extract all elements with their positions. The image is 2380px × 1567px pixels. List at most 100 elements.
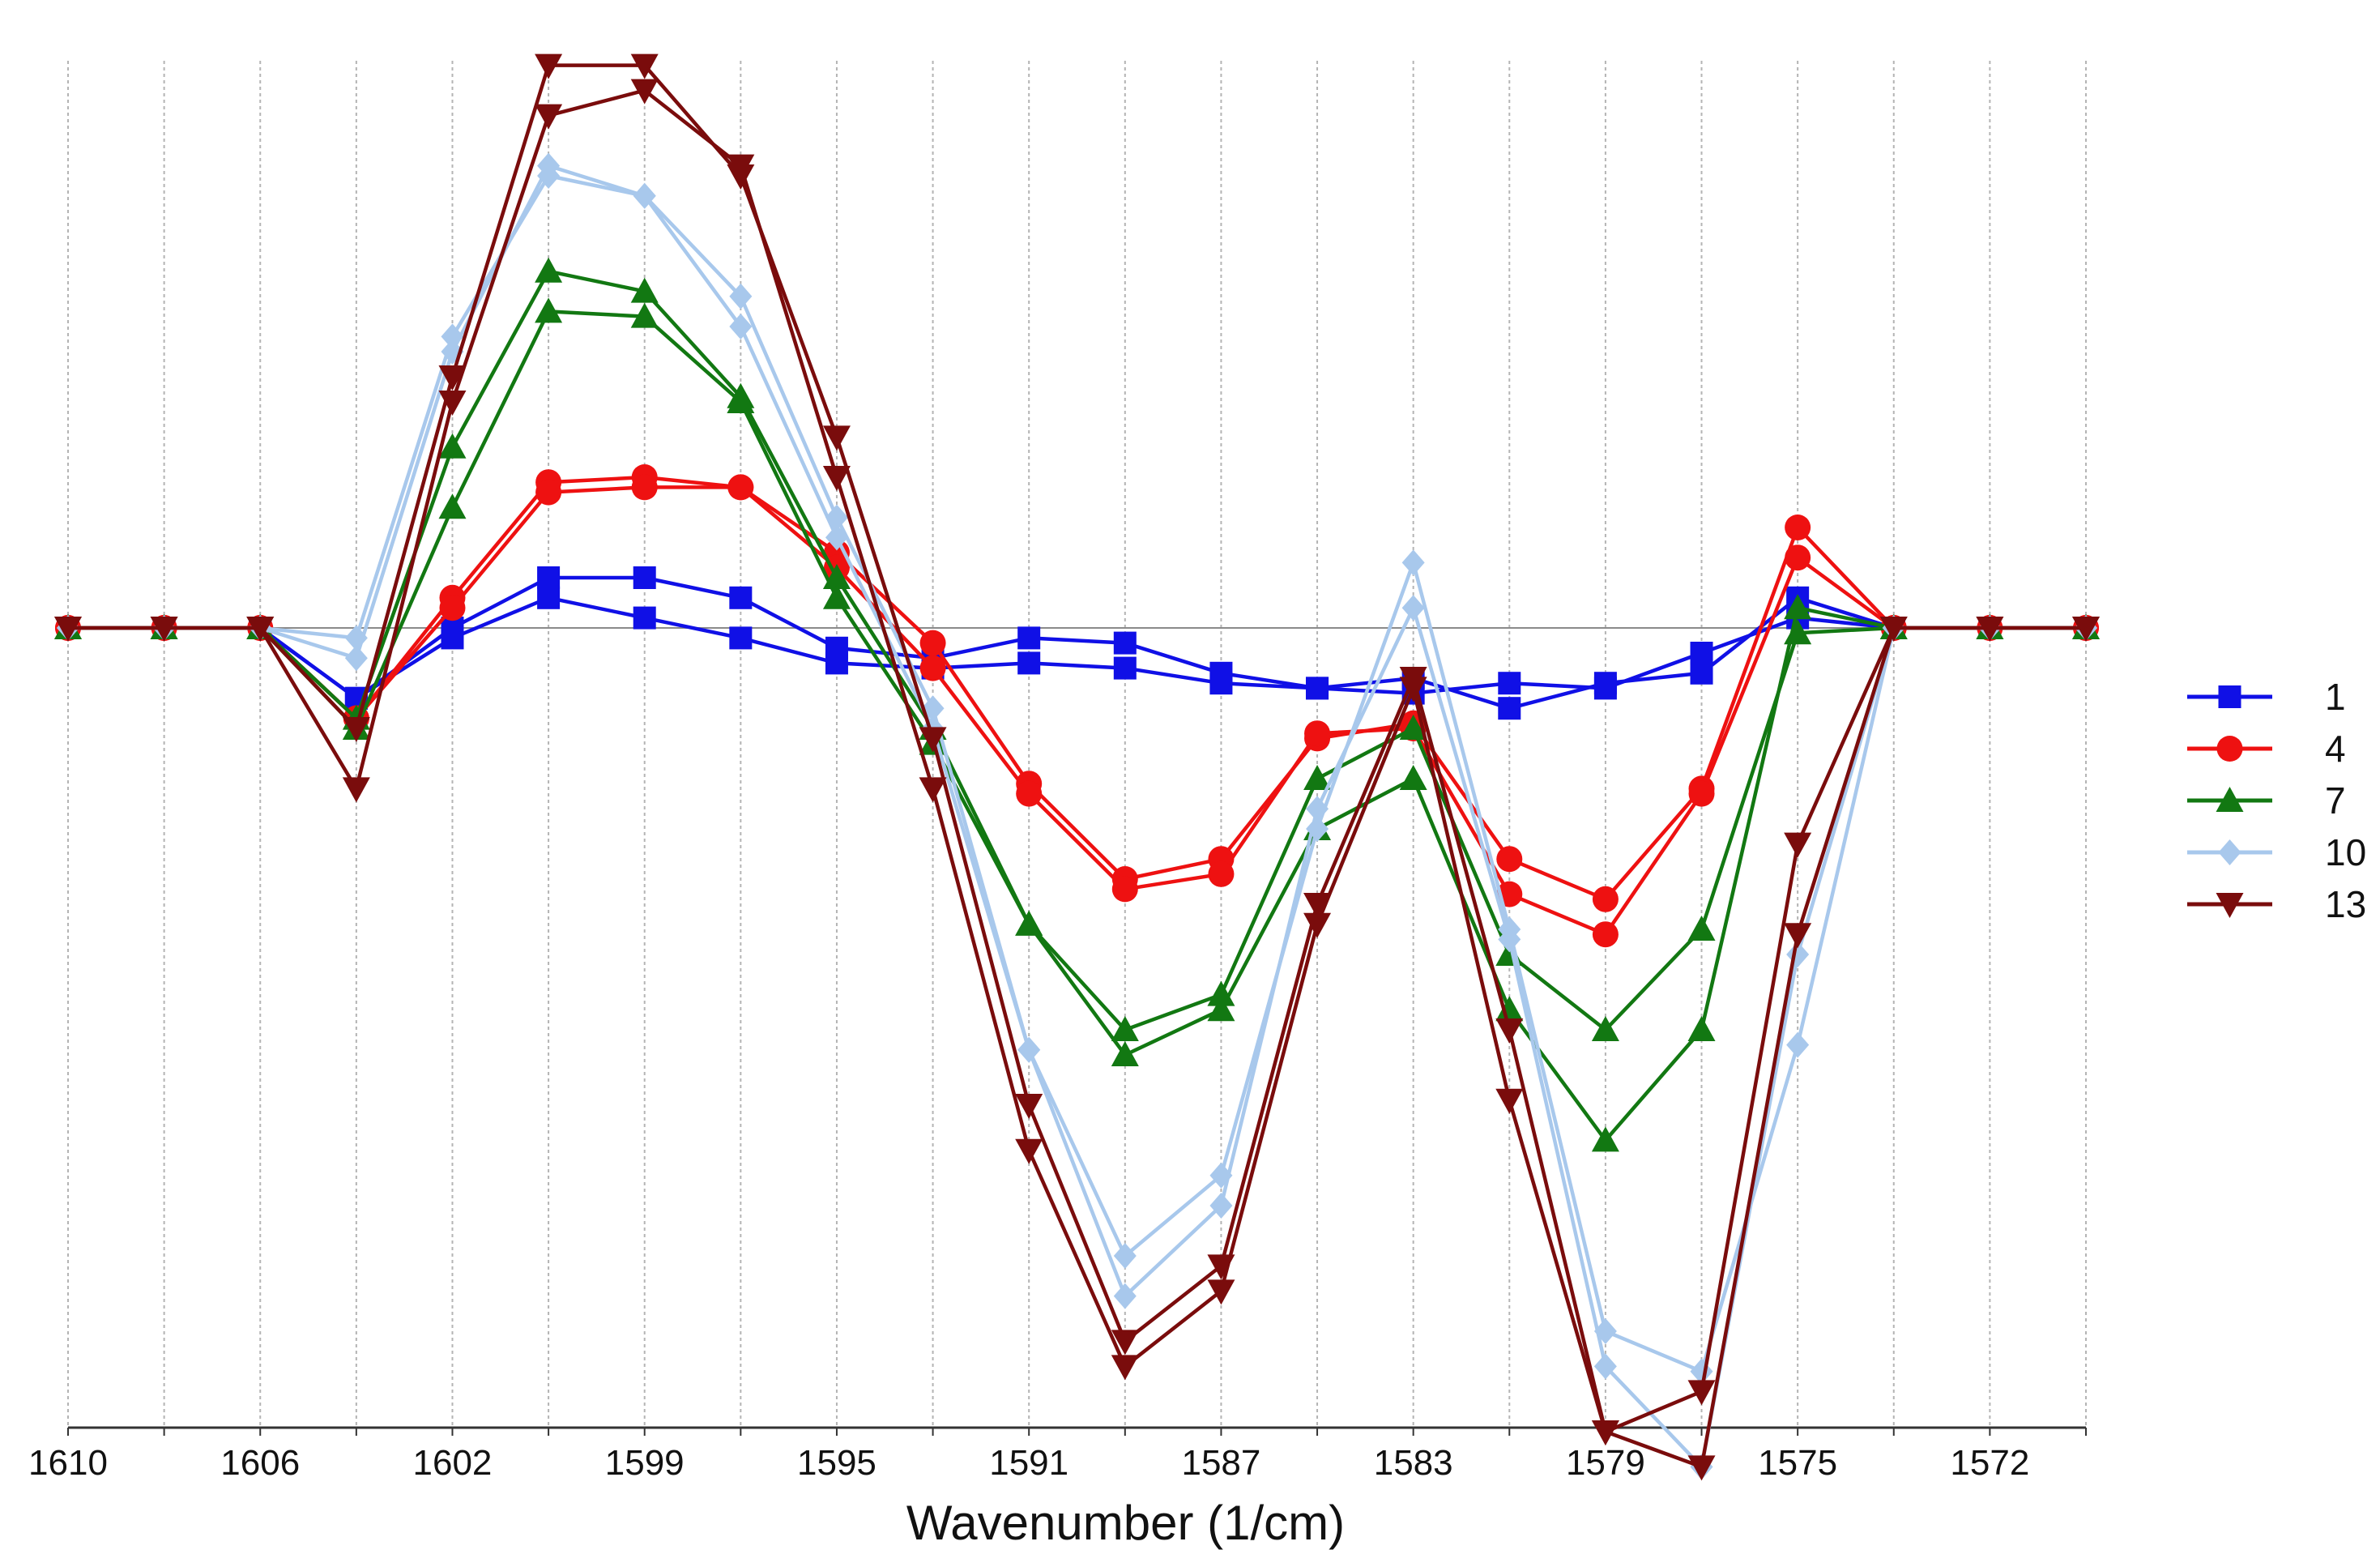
data-point-10 bbox=[729, 314, 753, 339]
data-point-7 bbox=[1591, 1016, 1619, 1041]
data-point-13 bbox=[919, 727, 947, 753]
data-point-7 bbox=[1687, 1016, 1716, 1041]
data-point-13 bbox=[438, 391, 467, 416]
data-point-10 bbox=[1306, 816, 1329, 842]
data-point-13 bbox=[342, 777, 370, 803]
data-point-13 bbox=[438, 365, 467, 391]
data-point-1 bbox=[1593, 672, 1617, 695]
data-point-1 bbox=[1690, 642, 1713, 664]
data-point-7 bbox=[1784, 619, 1812, 645]
data-point-13 bbox=[1303, 893, 1332, 918]
data-point-10 bbox=[1209, 1162, 1233, 1189]
data-point-13 bbox=[150, 617, 178, 642]
data-point-7 bbox=[1207, 980, 1235, 1006]
legend-label-7: 7 bbox=[2325, 779, 2346, 822]
legend: 1 4 7 10 13 bbox=[2187, 676, 2366, 925]
series-line-13 bbox=[68, 63, 2086, 1434]
data-point-10 bbox=[1401, 549, 1425, 576]
data-point-13 bbox=[1976, 617, 2004, 642]
data-point-4 bbox=[1688, 780, 1715, 807]
legend-marker-1 bbox=[2218, 685, 2241, 708]
data-point-1 bbox=[537, 566, 561, 589]
data-point-1 bbox=[729, 586, 753, 609]
data-point-1 bbox=[1113, 631, 1137, 655]
data-point-13 bbox=[1687, 1380, 1716, 1406]
data-point-4 bbox=[1304, 720, 1331, 747]
x-tick-label: 1595 bbox=[797, 1443, 877, 1483]
data-point-7 bbox=[1303, 765, 1332, 790]
x-tick-label: 1572 bbox=[1950, 1443, 2029, 1483]
data-point-7 bbox=[1784, 594, 1812, 620]
data-point-10 bbox=[1401, 595, 1425, 621]
data-point-10 bbox=[1593, 1318, 1617, 1344]
data-point-7 bbox=[1015, 910, 1043, 936]
data-point-10 bbox=[825, 524, 848, 551]
data-point-7 bbox=[1687, 916, 1716, 941]
data-point-13 bbox=[246, 617, 275, 642]
data-point-1 bbox=[825, 651, 848, 675]
data-point-4 bbox=[727, 474, 754, 501]
data-point-4 bbox=[1496, 846, 1523, 873]
data-point-4 bbox=[1016, 780, 1043, 807]
legend-label-10: 10 bbox=[2325, 831, 2366, 873]
data-point-4 bbox=[1111, 876, 1138, 903]
data-point-10 bbox=[1017, 1036, 1041, 1063]
data-point-4 bbox=[439, 595, 466, 621]
data-point-10 bbox=[1113, 1243, 1137, 1269]
series-line-7 bbox=[68, 310, 2086, 1142]
data-point-1 bbox=[1113, 656, 1137, 680]
data-point-10 bbox=[344, 625, 368, 651]
data-point-1 bbox=[1017, 651, 1041, 675]
data-point-1 bbox=[729, 626, 753, 650]
legend-marker-4 bbox=[2216, 736, 2243, 762]
data-point-7 bbox=[630, 302, 659, 328]
data-point-13 bbox=[1784, 923, 1812, 949]
data-point-1 bbox=[633, 566, 656, 589]
data-point-1 bbox=[1209, 672, 1233, 695]
x-tick-label: 1606 bbox=[220, 1443, 300, 1483]
data-point-13 bbox=[1015, 1138, 1043, 1164]
data-point-10 bbox=[537, 152, 561, 179]
data-point-7 bbox=[535, 257, 563, 283]
data-point-13 bbox=[1784, 832, 1812, 858]
data-point-13 bbox=[822, 425, 851, 451]
series-line-1 bbox=[68, 596, 2086, 711]
data-point-1 bbox=[1498, 672, 1521, 695]
data-point-4 bbox=[535, 479, 562, 506]
data-point-4 bbox=[919, 655, 946, 681]
data-point-13 bbox=[1591, 1420, 1619, 1445]
data-point-13 bbox=[1495, 1018, 1524, 1044]
data-point-4 bbox=[631, 474, 658, 501]
data-point-4 bbox=[1208, 860, 1235, 887]
data-point-7 bbox=[1111, 1041, 1139, 1066]
legend-marker-10 bbox=[2218, 839, 2241, 865]
data-point-13 bbox=[1879, 617, 1908, 642]
data-point-10 bbox=[1786, 1031, 1810, 1058]
series-line-13 bbox=[68, 88, 2086, 1469]
data-point-1 bbox=[1690, 661, 1713, 685]
data-point-13 bbox=[1111, 1330, 1139, 1356]
data-point-13 bbox=[1303, 912, 1332, 938]
data-point-13 bbox=[1399, 677, 1427, 702]
legend-marker-7 bbox=[2216, 787, 2244, 812]
data-point-10 bbox=[1209, 1193, 1233, 1219]
data-point-13 bbox=[535, 53, 563, 79]
data-point-7 bbox=[822, 583, 851, 609]
data-point-1 bbox=[441, 626, 464, 650]
data-point-10 bbox=[441, 323, 464, 350]
data-point-10 bbox=[729, 283, 753, 310]
data-point-7 bbox=[727, 388, 755, 413]
data-point-1 bbox=[1498, 697, 1521, 720]
data-point-13 bbox=[822, 466, 851, 491]
data-point-13 bbox=[1015, 1094, 1043, 1119]
data-point-13 bbox=[54, 617, 82, 642]
data-point-13 bbox=[1111, 1355, 1139, 1381]
data-point-13 bbox=[630, 79, 659, 105]
data-point-4 bbox=[1592, 921, 1619, 948]
legend-label-13: 13 bbox=[2325, 883, 2366, 925]
x-tick-label: 1583 bbox=[1374, 1443, 1453, 1483]
data-point-7 bbox=[1591, 1126, 1619, 1152]
data-point-7 bbox=[535, 297, 563, 323]
